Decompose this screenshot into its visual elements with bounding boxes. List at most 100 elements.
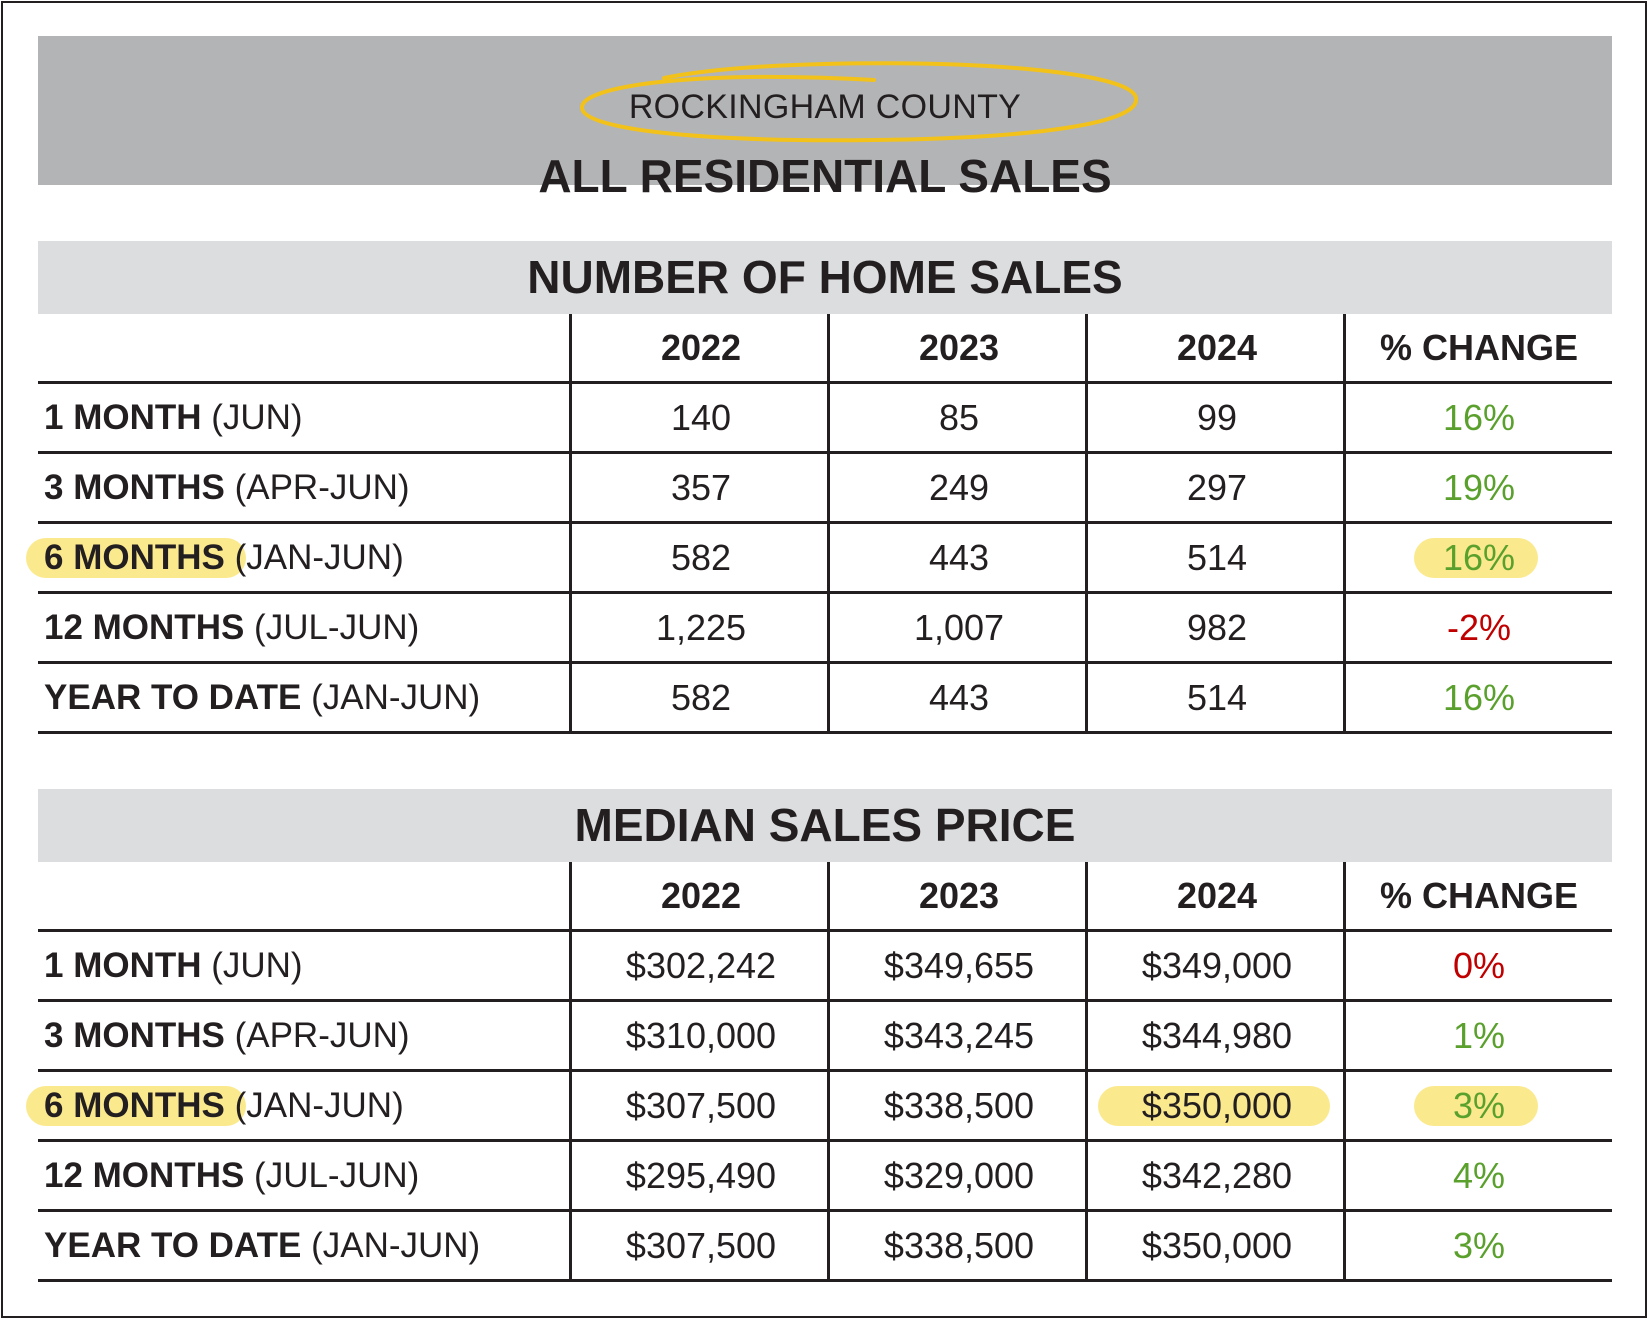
table-row: 6 MONTHS (JAN-JUN) $307,500 $338,500 $350,0… bbox=[26, 1072, 1612, 1142]
column-divider bbox=[1343, 862, 1346, 1282]
percent-change: 1% bbox=[1452, 1014, 1506, 1056]
percent-change: 3% bbox=[1452, 1224, 1506, 1266]
value-cell-2023: 443 bbox=[830, 664, 1088, 731]
percent-change: 16% bbox=[1442, 676, 1516, 718]
value-cell-2023: $329,000 bbox=[830, 1142, 1088, 1209]
highlighter-mark bbox=[26, 1086, 246, 1126]
percent-change: 16% bbox=[1442, 536, 1516, 578]
row-label: YEAR TO DATE (JAN-JUN) bbox=[44, 1212, 480, 1279]
value-cell-2022: 582 bbox=[572, 664, 830, 731]
value: 514 bbox=[1186, 676, 1248, 718]
table-row: 1 MONTH (JUN) $302,242 $349,655 $349,000 0% bbox=[38, 932, 1612, 1002]
value-cell-2024: 514 bbox=[1088, 524, 1346, 591]
value-cell-2022: $295,490 bbox=[572, 1142, 830, 1209]
row-label: 6 MONTHS (JAN-JUN) bbox=[26, 524, 404, 591]
value-cell-2023: 443 bbox=[830, 524, 1088, 591]
value: $349,000 bbox=[1141, 944, 1293, 986]
value-cell-2022: 357 bbox=[572, 454, 830, 521]
row-range: (JUN) bbox=[201, 397, 303, 437]
percent-change-cell: 19% bbox=[1346, 454, 1612, 521]
row-label: 12 MONTHS (JUL-JUN) bbox=[44, 1142, 419, 1209]
row-period: 3 MONTHS bbox=[44, 1015, 225, 1055]
value: 249 bbox=[928, 466, 990, 508]
percent-change-cell: 0% bbox=[1346, 932, 1612, 999]
percent-change-cell: -2% bbox=[1346, 594, 1612, 661]
highlighter-mark bbox=[26, 538, 246, 578]
column-divider bbox=[827, 314, 830, 734]
highlight-circle bbox=[580, 61, 1139, 143]
value: 1,007 bbox=[913, 606, 1005, 648]
value: $310,000 bbox=[625, 1014, 777, 1056]
value-cell-2023: 1,007 bbox=[830, 594, 1088, 661]
row-label: 3 MONTHS (APR-JUN) bbox=[44, 1002, 410, 1069]
percent-change: 3% bbox=[1452, 1084, 1506, 1126]
percent-change-cell: 3% bbox=[1346, 1072, 1612, 1139]
row-period: 3 MONTHS bbox=[44, 467, 225, 507]
percent-change: 0% bbox=[1452, 944, 1506, 986]
table-row: 6 MONTHS (JAN-JUN) 582 443 514 16% bbox=[26, 524, 1612, 594]
row-range: (JUL-JUN) bbox=[244, 1155, 420, 1195]
row-label: 1 MONTH (JUN) bbox=[44, 932, 303, 999]
value: 582 bbox=[670, 676, 732, 718]
value-cell-2023: $349,655 bbox=[830, 932, 1088, 999]
value: $342,280 bbox=[1141, 1154, 1293, 1196]
column-header: % CHANGE bbox=[1379, 874, 1579, 916]
column-header: % CHANGE bbox=[1379, 326, 1579, 368]
value: $329,000 bbox=[883, 1154, 1035, 1196]
value: $350,000 bbox=[1141, 1084, 1293, 1126]
value-cell-2022: $310,000 bbox=[572, 1002, 830, 1069]
table-row: 3 MONTHS (APR-JUN) $310,000 $343,245 $344,9… bbox=[38, 1002, 1612, 1072]
table-row: 12 MONTHS (JUL-JUN) 1,225 1,007 982 -2% bbox=[38, 594, 1612, 664]
percent-change: -2% bbox=[1446, 606, 1512, 648]
value-cell-2024: 297 bbox=[1088, 454, 1346, 521]
value-cell-2023: $338,500 bbox=[830, 1212, 1088, 1279]
percent-change: 16% bbox=[1442, 396, 1516, 438]
row-range: (JAN-JUN) bbox=[301, 677, 481, 717]
table-header-row: 2022 2023 2024 % CHANGE bbox=[38, 862, 1612, 932]
value-cell-2024: 514 bbox=[1088, 664, 1346, 731]
row-label: 12 MONTHS (JUL-JUN) bbox=[44, 594, 419, 661]
percent-change-cell: 16% bbox=[1346, 664, 1612, 731]
value: $350,000 bbox=[1141, 1224, 1293, 1266]
value: $343,245 bbox=[883, 1014, 1035, 1056]
value-cell-2024: $349,000 bbox=[1088, 932, 1346, 999]
value: $349,655 bbox=[883, 944, 1035, 986]
row-range: (JAN-JUN) bbox=[224, 1085, 404, 1125]
percent-change-cell: 1% bbox=[1346, 1002, 1612, 1069]
value-cell-2024: 99 bbox=[1088, 384, 1346, 451]
row-range: (APR-JUN) bbox=[224, 467, 410, 507]
table-row: 12 MONTHS (JUL-JUN) $295,490 $329,000 $342,… bbox=[38, 1142, 1612, 1212]
value: $295,490 bbox=[625, 1154, 777, 1196]
table-row: 1 MONTH (JUN) 140 85 99 16% bbox=[38, 384, 1612, 454]
value: 982 bbox=[1186, 606, 1248, 648]
value-cell-2022: $307,500 bbox=[572, 1072, 830, 1139]
percent-change-cell: 16% bbox=[1346, 524, 1612, 591]
value-cell-2024: $350,000 bbox=[1088, 1212, 1346, 1279]
value: $344,980 bbox=[1141, 1014, 1293, 1056]
percent-change-cell: 16% bbox=[1346, 384, 1612, 451]
row-period: 1 MONTH bbox=[44, 397, 202, 437]
row-range: (JAN-JUN) bbox=[224, 537, 404, 577]
value-cell-2024: $342,280 bbox=[1088, 1142, 1346, 1209]
home-sales-table: 2022 2023 2024 % CHANGE 1 MONTH (JUN) 140 85 99… bbox=[26, 314, 1612, 734]
table-row: YEAR TO DATE (JAN-JUN) $307,500 $338,500 $3… bbox=[38, 1212, 1612, 1282]
value: 514 bbox=[1186, 536, 1248, 578]
value-cell-2022: $302,242 bbox=[572, 932, 830, 999]
price-section-title: MEDIAN SALES PRICE bbox=[38, 789, 1612, 862]
column-header: 2023 bbox=[918, 874, 1000, 916]
sales-section-title: NUMBER OF HOME SALES bbox=[38, 241, 1612, 314]
value-cell-2023: $343,245 bbox=[830, 1002, 1088, 1069]
report-title: ALL RESIDENTIAL SALES bbox=[538, 150, 1112, 202]
value: 99 bbox=[1196, 396, 1238, 438]
column-divider bbox=[1085, 314, 1088, 734]
column-divider bbox=[569, 862, 572, 1282]
value-cell-2023: 249 bbox=[830, 454, 1088, 521]
value-cell-2022: 1,225 bbox=[572, 594, 830, 661]
table-row: 3 MONTHS (APR-JUN) 357 249 297 19% bbox=[38, 454, 1612, 524]
county-name: ROCKINGHAM COUNTY bbox=[628, 88, 1022, 126]
row-period: 12 MONTHS bbox=[44, 607, 245, 647]
report-header: ROCKINGHAM COUNTY ALL RESIDENTIAL SALES bbox=[38, 36, 1612, 202]
value-cell-2022: 140 bbox=[572, 384, 830, 451]
row-period: 6 MONTHS bbox=[44, 1085, 225, 1125]
